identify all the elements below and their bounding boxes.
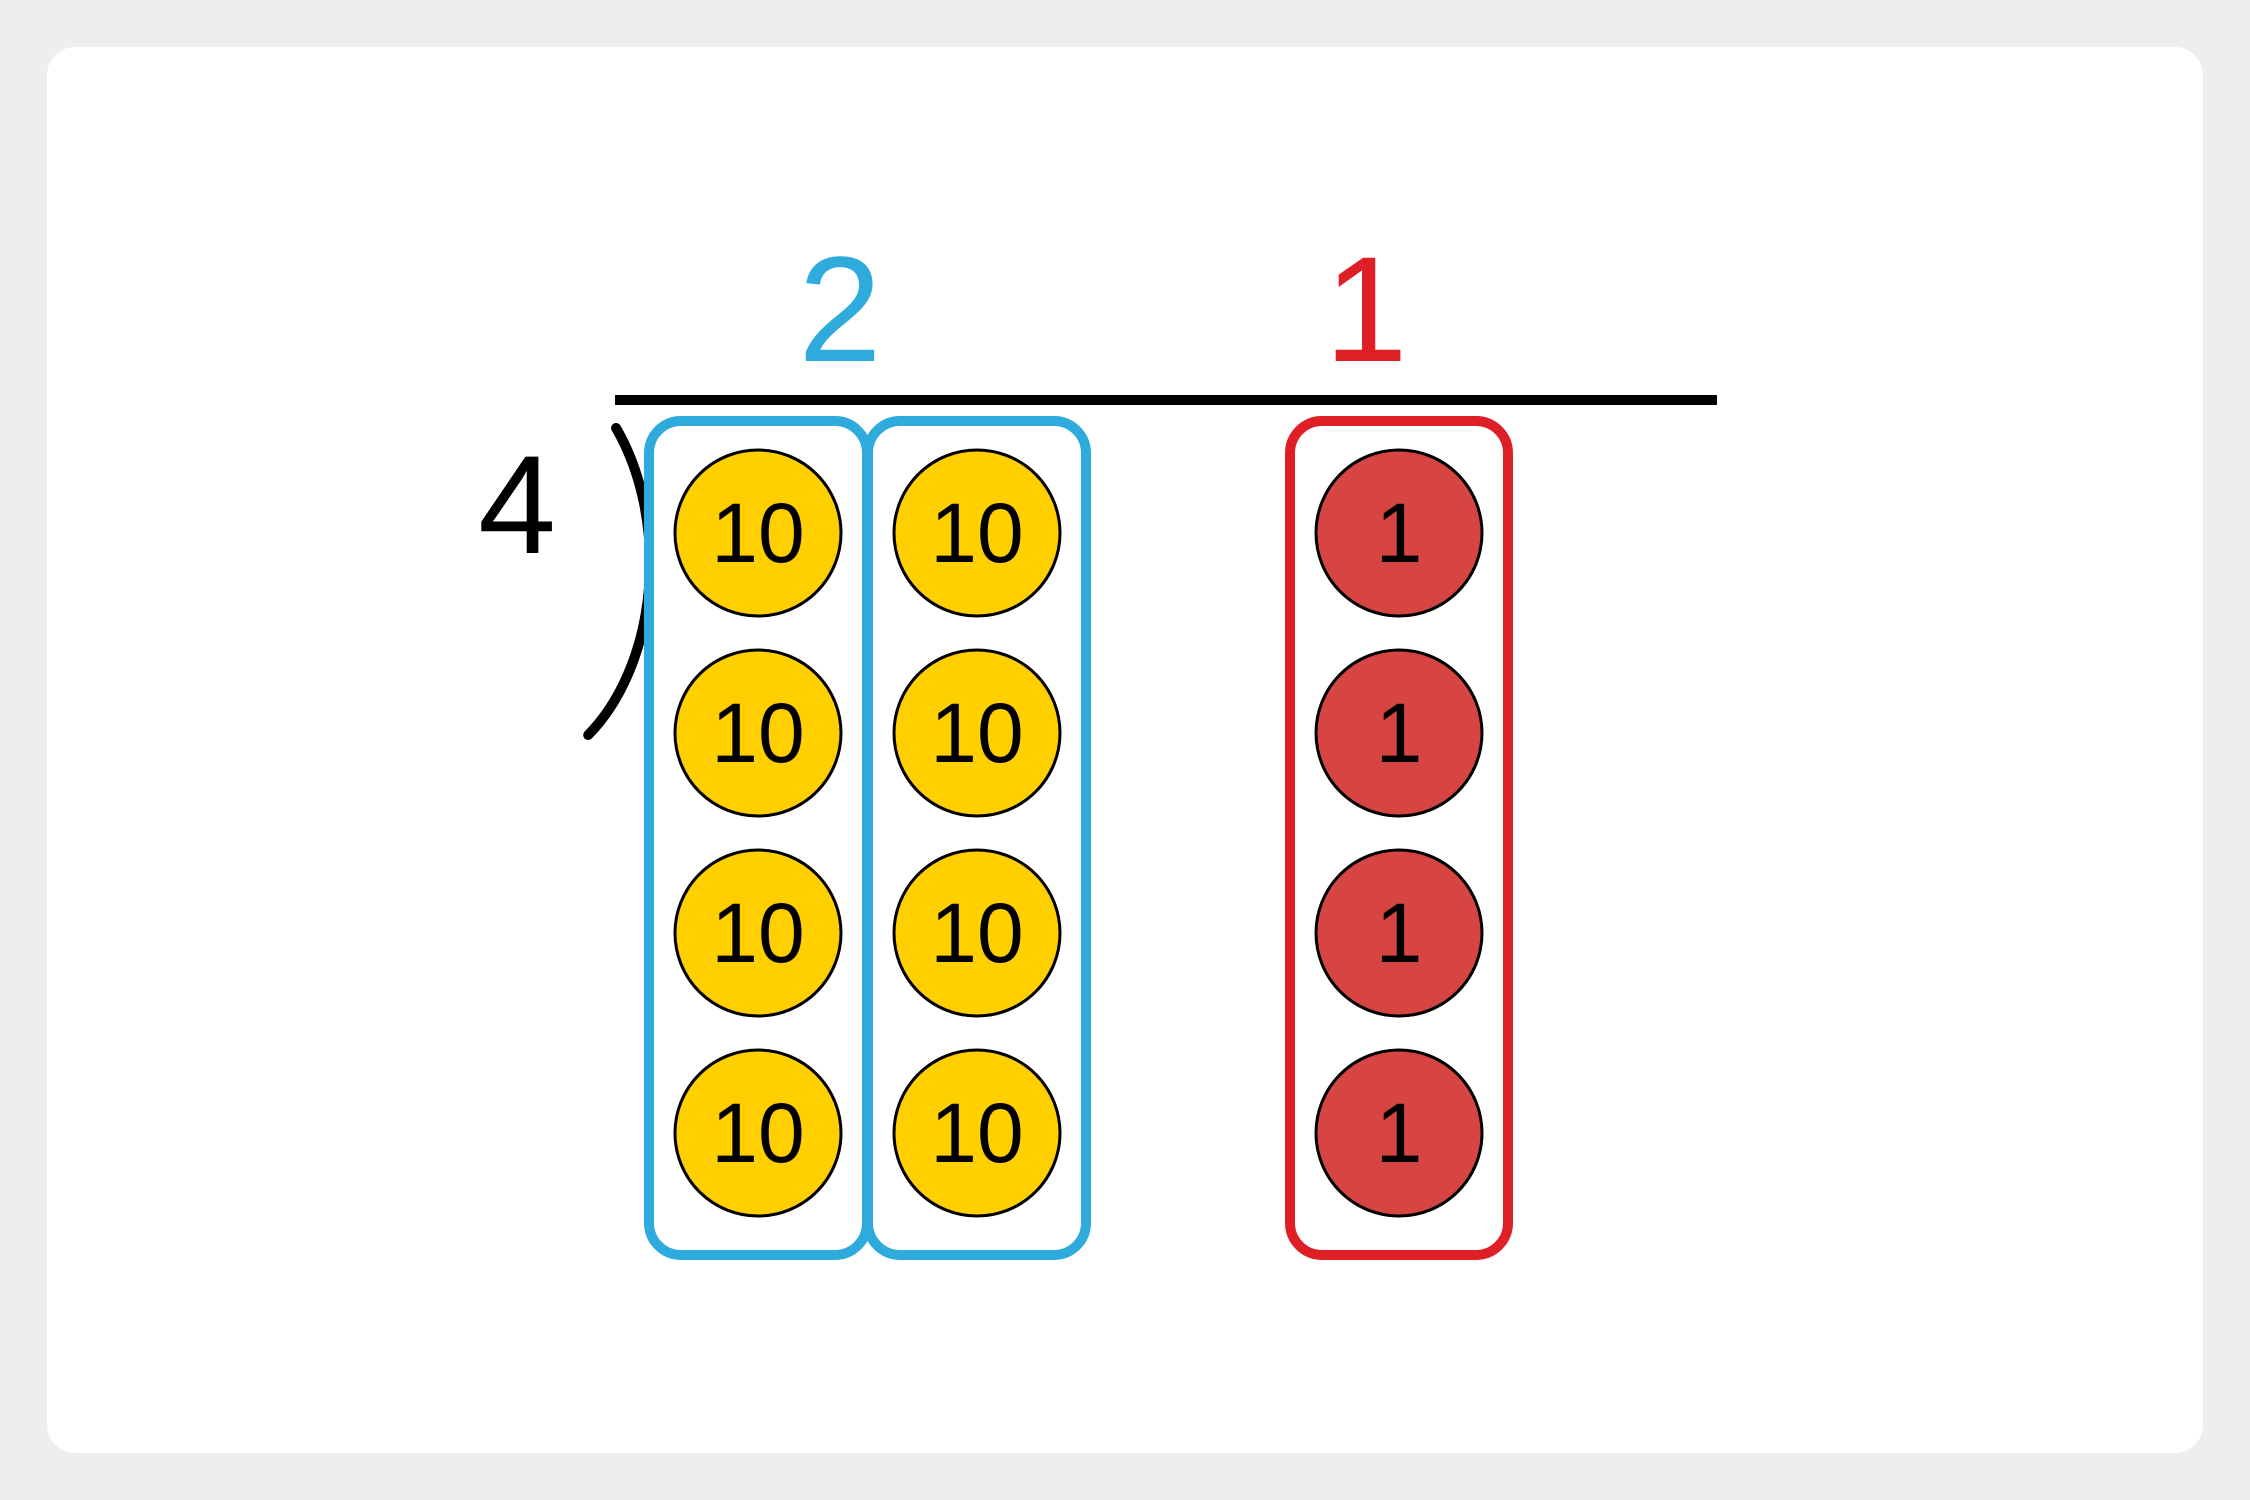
division-bracket-arc	[588, 428, 650, 735]
tens-counter-label: 10	[930, 486, 1023, 580]
divisor: 4	[478, 426, 556, 583]
tens-counter-label: 10	[930, 686, 1023, 780]
tens-counter-label: 10	[930, 1086, 1023, 1180]
division-diagram: 4 2 1 10 10 10 10 10 10 10 10 1 1 1 1	[0, 0, 2250, 1500]
ones-counter-label: 1	[1376, 886, 1423, 980]
content-card: 4 2 1 10 10 10 10 10 10 10 10 1 1 1 1	[47, 47, 2203, 1453]
tens-counter-label: 10	[711, 686, 804, 780]
tens-counter-label: 10	[711, 486, 804, 580]
tens-counter-label: 10	[711, 886, 804, 980]
ones-counter-label: 1	[1376, 486, 1423, 580]
page-background: 4 2 1 10 10 10 10 10 10 10 10 1 1 1 1	[0, 0, 2250, 1500]
quotient-ones-digit: 1	[1324, 225, 1407, 393]
tens-counter-label: 10	[711, 1086, 804, 1180]
ones-counter-label: 1	[1376, 686, 1423, 780]
tens-counter-label: 10	[930, 886, 1023, 980]
quotient-tens-digit: 2	[798, 225, 881, 393]
ones-counter-label: 1	[1376, 1086, 1423, 1180]
